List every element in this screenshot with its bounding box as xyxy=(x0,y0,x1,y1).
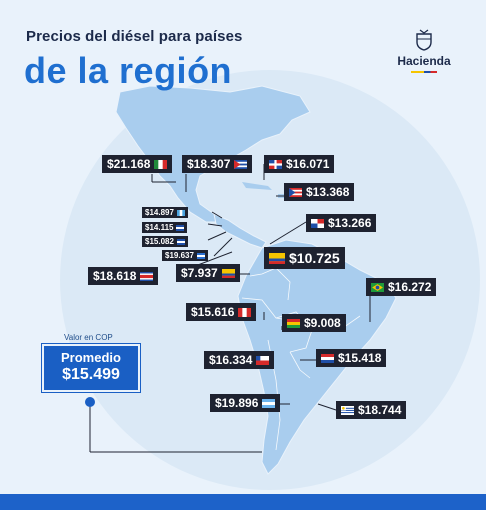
price-tag-bolivia: $9.008 xyxy=(282,314,346,332)
price-tag-brazil: $16.272 xyxy=(366,278,437,296)
price-tag-guatemala: $14.897 xyxy=(142,207,188,218)
mexico-flag-icon xyxy=(154,159,168,169)
price-tag-mexico: $21.168 xyxy=(102,155,173,173)
price-label: $10.725 xyxy=(289,250,340,266)
average-box: Promedio $15.499 xyxy=(44,346,138,390)
price-tag-honduras: $14.115 xyxy=(142,222,188,233)
price-tag-argentina: $19.896 xyxy=(210,394,281,412)
uruguay-flag-icon xyxy=(341,405,354,415)
average-label: Promedio xyxy=(61,350,121,365)
brand-logo: Hacienda xyxy=(384,28,464,73)
price-label: $9.008 xyxy=(304,316,341,330)
paraguay-flag-icon xyxy=(321,353,334,363)
price-tag-peru: $15.616 xyxy=(186,303,257,321)
average-caption: Valor en COP xyxy=(64,333,113,342)
brazil-flag-icon xyxy=(371,282,384,292)
price-tag-uruguay: $18.744 xyxy=(336,401,407,419)
price-tag-dominican-republic: $16.071 xyxy=(264,155,335,173)
price-label: $16.071 xyxy=(286,157,330,171)
puerto-rico-flag-icon xyxy=(289,187,302,197)
footer-bar xyxy=(0,494,486,510)
price-label: $16.334 xyxy=(209,353,253,367)
cuba-flag-icon xyxy=(234,159,248,169)
price-label: $13.266 xyxy=(328,216,372,230)
price-label: $14.115 xyxy=(145,223,174,232)
price-tag-puerto-rico: $13.368 xyxy=(284,183,355,201)
price-label: $18.618 xyxy=(93,269,137,283)
price-label: $15.418 xyxy=(338,351,382,365)
price-tag-costa-rica: $18.618 xyxy=(88,267,159,285)
price-tag-colombia: $10.725 xyxy=(264,247,345,269)
map-north-america xyxy=(115,85,311,223)
price-tag-el-salvador: $15.082 xyxy=(142,236,188,247)
price-tag-panama: $13.266 xyxy=(306,214,377,232)
argentina-flag-icon xyxy=(262,398,276,408)
pointer-dot xyxy=(85,397,95,407)
price-tag-paraguay: $15.418 xyxy=(316,349,387,367)
price-label: $13.368 xyxy=(306,185,350,199)
price-tag-nicaragua: $19.637 xyxy=(162,250,208,261)
price-tag-ecuador: $7.937 xyxy=(176,264,240,282)
price-label: $15.616 xyxy=(191,305,235,319)
chile-flag-icon xyxy=(256,355,270,365)
price-tag-chile: $16.334 xyxy=(204,351,275,369)
bolivia-flag-icon xyxy=(287,318,300,328)
colombia-flag-icon xyxy=(269,252,285,264)
average-value: $15.499 xyxy=(62,366,120,383)
price-tag-cuba: $18.307 xyxy=(182,155,253,173)
nicaragua-flag-icon xyxy=(196,252,205,259)
peru-flag-icon xyxy=(238,307,252,317)
price-label: $18.307 xyxy=(187,157,231,171)
price-label: $18.744 xyxy=(358,403,402,417)
costa-rica-flag-icon xyxy=(140,271,154,281)
map-central-america xyxy=(213,213,267,249)
el-salvador-flag-icon xyxy=(176,238,185,245)
dominican-republic-flag-icon xyxy=(269,159,282,169)
price-label: $19.896 xyxy=(215,396,259,410)
price-label: $15.082 xyxy=(145,237,174,246)
title-line2: de la región xyxy=(24,50,233,91)
honduras-flag-icon xyxy=(176,224,185,231)
panama-flag-icon xyxy=(311,218,324,228)
brand-color-bar xyxy=(411,71,437,73)
coat-of-arms-icon xyxy=(416,29,432,51)
price-label: $14.897 xyxy=(145,208,174,217)
title-line1: Precios del diésel para países xyxy=(26,28,243,45)
price-label: $21.168 xyxy=(107,157,151,171)
price-label: $16.272 xyxy=(388,280,432,294)
ecuador-flag-icon xyxy=(221,268,235,278)
guatemala-flag-icon xyxy=(176,209,185,216)
brand-name: Hacienda xyxy=(397,54,451,68)
price-label: $7.937 xyxy=(181,266,218,280)
price-label: $19.637 xyxy=(165,251,194,260)
